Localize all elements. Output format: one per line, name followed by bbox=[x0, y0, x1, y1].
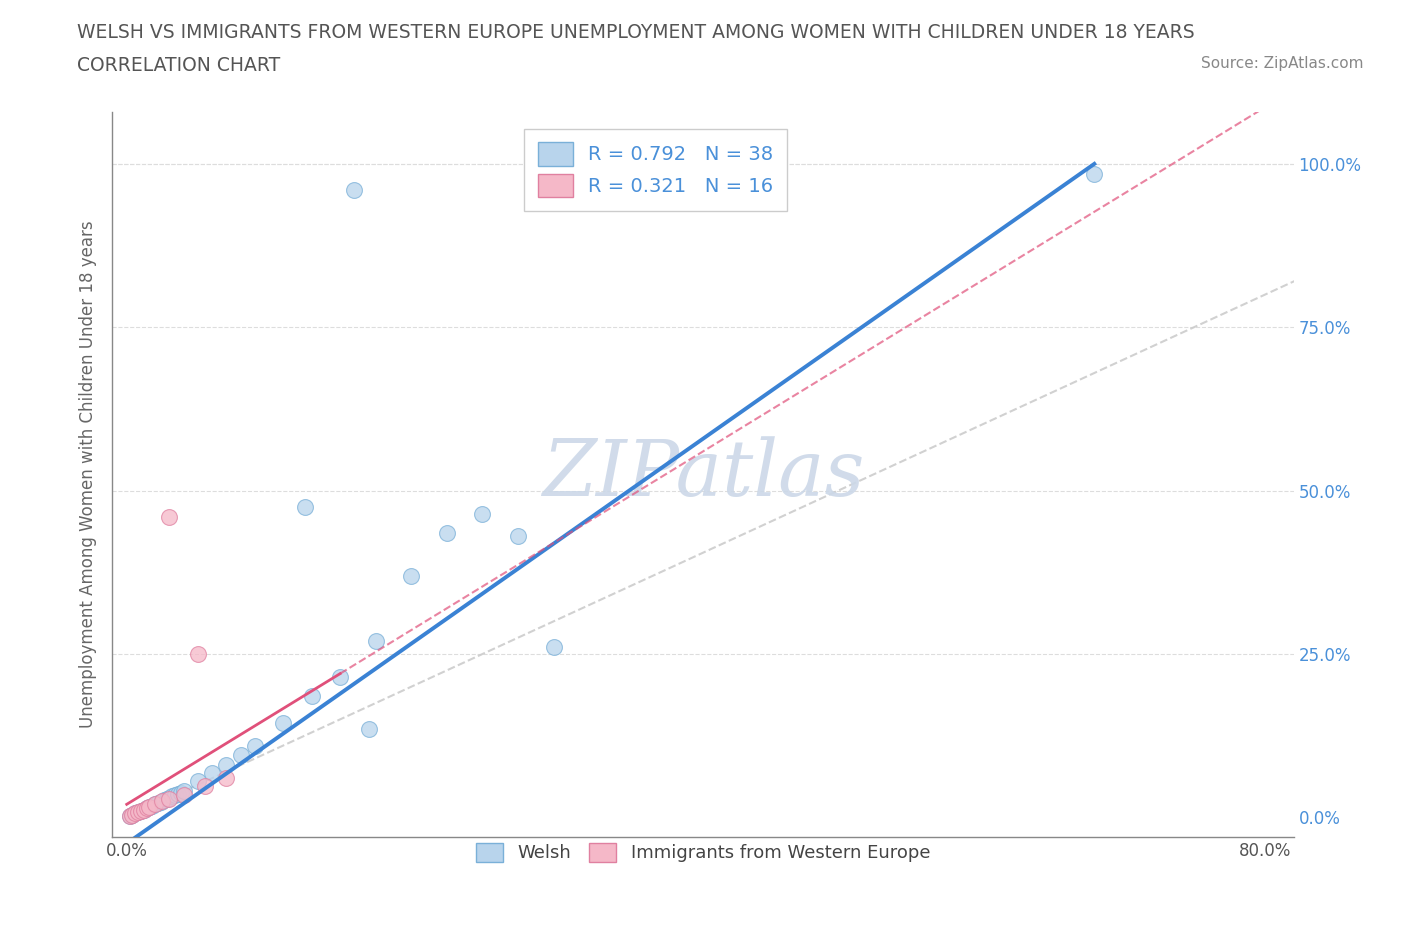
Y-axis label: Unemployment Among Women with Children Under 18 years: Unemployment Among Women with Children U… bbox=[79, 220, 97, 728]
Point bbox=[118, 809, 141, 824]
Point bbox=[173, 784, 195, 799]
Point bbox=[301, 689, 323, 704]
Point bbox=[194, 778, 217, 793]
Point bbox=[157, 791, 180, 806]
Point bbox=[149, 794, 172, 809]
Point bbox=[152, 793, 174, 808]
Point bbox=[150, 793, 173, 808]
Point bbox=[187, 646, 209, 661]
Point bbox=[471, 506, 494, 521]
Point bbox=[157, 790, 180, 805]
Point bbox=[124, 806, 146, 821]
Point bbox=[155, 791, 177, 806]
Point bbox=[271, 715, 294, 730]
Point bbox=[143, 797, 166, 812]
Point bbox=[357, 722, 380, 737]
Point bbox=[121, 807, 143, 822]
Point bbox=[138, 800, 160, 815]
Point bbox=[129, 804, 152, 818]
Point bbox=[124, 806, 146, 821]
Point bbox=[138, 800, 160, 815]
Point bbox=[127, 804, 149, 819]
Text: ZIPatlas: ZIPatlas bbox=[541, 436, 865, 512]
Point bbox=[173, 787, 195, 802]
Text: WELSH VS IMMIGRANTS FROM WESTERN EUROPE UNEMPLOYMENT AMONG WOMEN WITH CHILDREN U: WELSH VS IMMIGRANTS FROM WESTERN EUROPE … bbox=[77, 23, 1195, 42]
Point bbox=[132, 802, 155, 817]
Point bbox=[215, 758, 238, 773]
Point bbox=[401, 568, 423, 583]
Point bbox=[162, 789, 184, 804]
Point bbox=[141, 798, 163, 813]
Point bbox=[436, 525, 458, 540]
Point bbox=[127, 804, 149, 819]
Point bbox=[329, 670, 352, 684]
Text: CORRELATION CHART: CORRELATION CHART bbox=[77, 56, 281, 74]
Point bbox=[135, 801, 157, 816]
Point bbox=[506, 529, 529, 544]
Point bbox=[167, 787, 190, 802]
Point bbox=[129, 804, 152, 818]
Legend: Welsh, Immigrants from Western Europe: Welsh, Immigrants from Western Europe bbox=[467, 834, 939, 871]
Point bbox=[132, 802, 155, 817]
Point bbox=[135, 801, 157, 816]
Point bbox=[294, 499, 316, 514]
Point bbox=[118, 809, 141, 824]
Point bbox=[1083, 166, 1105, 181]
Point bbox=[121, 807, 143, 822]
Point bbox=[543, 640, 565, 655]
Point bbox=[143, 797, 166, 812]
Point bbox=[170, 785, 193, 800]
Point bbox=[343, 182, 366, 197]
Point bbox=[229, 748, 252, 763]
Point bbox=[146, 795, 169, 810]
Point bbox=[157, 510, 180, 525]
Point bbox=[187, 774, 209, 789]
Point bbox=[165, 788, 187, 803]
Point bbox=[364, 633, 387, 648]
Point bbox=[201, 765, 224, 780]
Text: Source: ZipAtlas.com: Source: ZipAtlas.com bbox=[1201, 56, 1364, 71]
Point bbox=[243, 738, 266, 753]
Point bbox=[215, 771, 238, 786]
